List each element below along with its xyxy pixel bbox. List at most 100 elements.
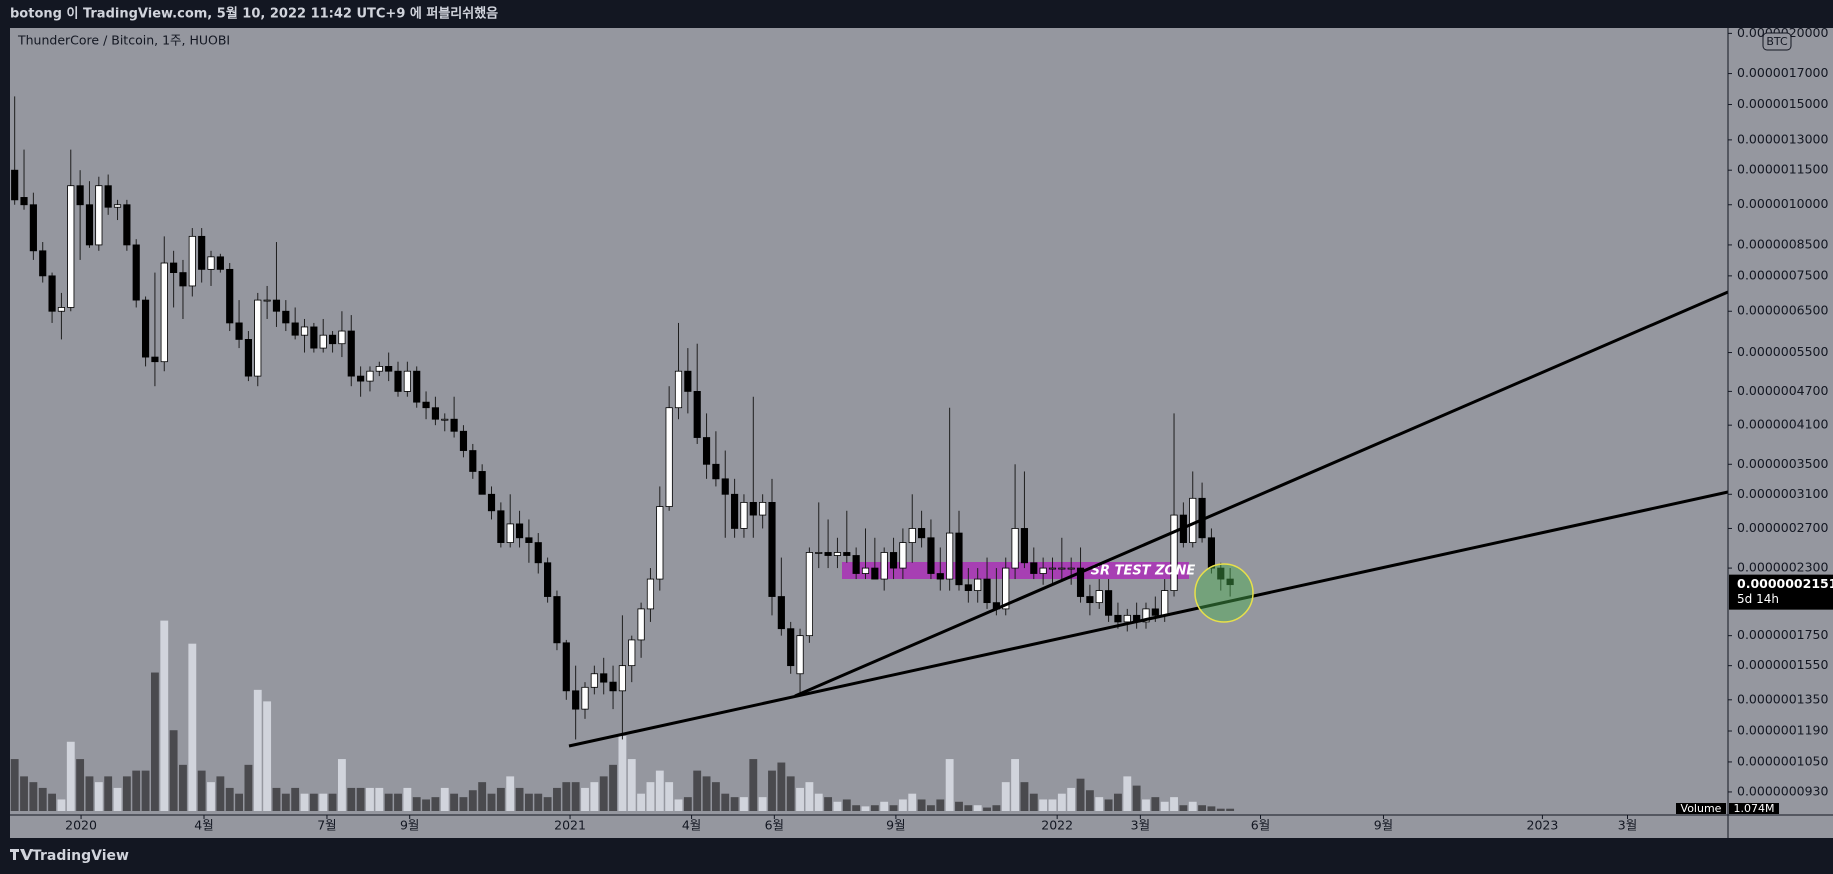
volume-bar xyxy=(515,787,524,811)
candle-body xyxy=(450,418,458,432)
volume-bar xyxy=(1085,790,1094,811)
footer-brand[interactable]: TradingView xyxy=(32,848,129,864)
volume-bar xyxy=(1132,785,1141,811)
candle-body xyxy=(646,578,655,610)
candle-body xyxy=(702,437,711,465)
candle-body xyxy=(815,552,823,554)
volume-bar xyxy=(253,689,262,811)
candle-body xyxy=(300,326,309,336)
y-tick-label: 0.0000015000 xyxy=(1737,96,1829,111)
candle-body xyxy=(777,596,785,630)
volume-bar xyxy=(1020,782,1029,811)
candle-body xyxy=(740,501,748,529)
volume-bar xyxy=(964,805,973,811)
x-tick-label: 9월 xyxy=(1374,818,1393,833)
volume-last-label: 1.074M xyxy=(1734,802,1775,815)
candle-body xyxy=(927,537,935,574)
volume-bar xyxy=(113,787,122,811)
volume-bar xyxy=(225,787,234,811)
volume-bar xyxy=(235,793,243,811)
volume-bar xyxy=(281,793,290,811)
candle-body xyxy=(805,552,813,637)
volume-bar xyxy=(824,797,833,811)
volume-bar xyxy=(1123,776,1132,811)
volume-bar xyxy=(936,799,945,811)
volume-bar xyxy=(450,793,459,811)
volume-bar xyxy=(66,741,75,811)
candle-body xyxy=(132,244,140,301)
volume-bar xyxy=(1067,787,1076,811)
volume-bar xyxy=(263,701,272,811)
candle-body xyxy=(188,235,196,287)
volume-bar xyxy=(1142,799,1150,811)
candle-body xyxy=(506,523,514,543)
volume-bar xyxy=(665,782,674,811)
candle-body xyxy=(29,204,37,252)
candle-body xyxy=(403,370,411,392)
volume-bar xyxy=(1207,806,1216,811)
candle-body xyxy=(39,250,47,277)
y-tick-label: 0.0000007500 xyxy=(1737,267,1829,282)
volume-bar xyxy=(786,776,795,811)
candle-body xyxy=(824,552,832,556)
volume-bar xyxy=(898,799,907,811)
candle-body xyxy=(141,299,150,358)
volume-bar xyxy=(216,776,225,811)
candle-body xyxy=(665,407,673,507)
axes: 0.0000020000 0.0000017000 0.0000015000 0.00… xyxy=(65,25,1833,833)
volume-bar xyxy=(328,793,337,811)
volume-bar xyxy=(609,764,617,811)
candle-body xyxy=(843,552,851,556)
volume-bar xyxy=(805,782,814,811)
candle-body xyxy=(179,272,187,287)
candle-body xyxy=(282,310,290,324)
y-tick-label: 0.0000001350 xyxy=(1737,691,1829,706)
candle-body xyxy=(1058,567,1066,570)
volume-bar xyxy=(337,759,346,811)
candle-body xyxy=(955,532,963,586)
candle-body xyxy=(759,501,767,516)
volume-bar xyxy=(197,770,206,811)
volume-bar xyxy=(553,787,561,811)
y-tick-label: 0.0000010000 xyxy=(1737,196,1829,211)
volume-bar xyxy=(637,793,646,811)
candle-body xyxy=(254,299,262,377)
candle-body xyxy=(104,185,112,208)
candle-body xyxy=(534,542,542,564)
volume-bar xyxy=(422,799,430,811)
volume-bar xyxy=(1001,782,1010,811)
volume-bar xyxy=(291,787,300,811)
candle-body xyxy=(394,370,402,392)
volume-bar xyxy=(85,776,94,811)
volume-title: Volume xyxy=(1681,802,1722,815)
candle-body xyxy=(553,596,561,644)
candle-body xyxy=(721,478,729,495)
volume-bar xyxy=(1198,805,1207,811)
volume-bar xyxy=(534,793,543,811)
candle-body xyxy=(918,528,926,539)
candle-body xyxy=(263,299,271,302)
y-tick-label: 0.0000008500 xyxy=(1737,236,1829,251)
candle-body xyxy=(338,330,346,345)
candle-body xyxy=(628,639,636,667)
candle-body xyxy=(76,185,84,206)
candle-body xyxy=(1207,537,1216,569)
volume-bar xyxy=(141,770,150,811)
x-tick-label: 3월 xyxy=(1618,818,1637,833)
volume-bar xyxy=(777,762,786,811)
candle-body xyxy=(11,169,19,201)
volume-bar xyxy=(758,797,767,811)
candle-body xyxy=(515,523,524,539)
volume-bar xyxy=(1029,793,1038,811)
candle-body xyxy=(347,330,355,377)
candle-body xyxy=(712,463,720,480)
candle-body xyxy=(693,391,701,438)
candle-body xyxy=(319,334,327,349)
footer-logo[interactable] xyxy=(10,849,33,860)
volume-bar xyxy=(1048,799,1057,811)
x-tick-label: 7월 xyxy=(317,818,336,833)
candle-body xyxy=(852,555,860,574)
candle-body xyxy=(1039,567,1047,574)
publish-line: botong 이 TradingView.com, 5월 10, 2022 11… xyxy=(10,6,498,22)
currency-badge[interactable] xyxy=(1762,32,1792,51)
